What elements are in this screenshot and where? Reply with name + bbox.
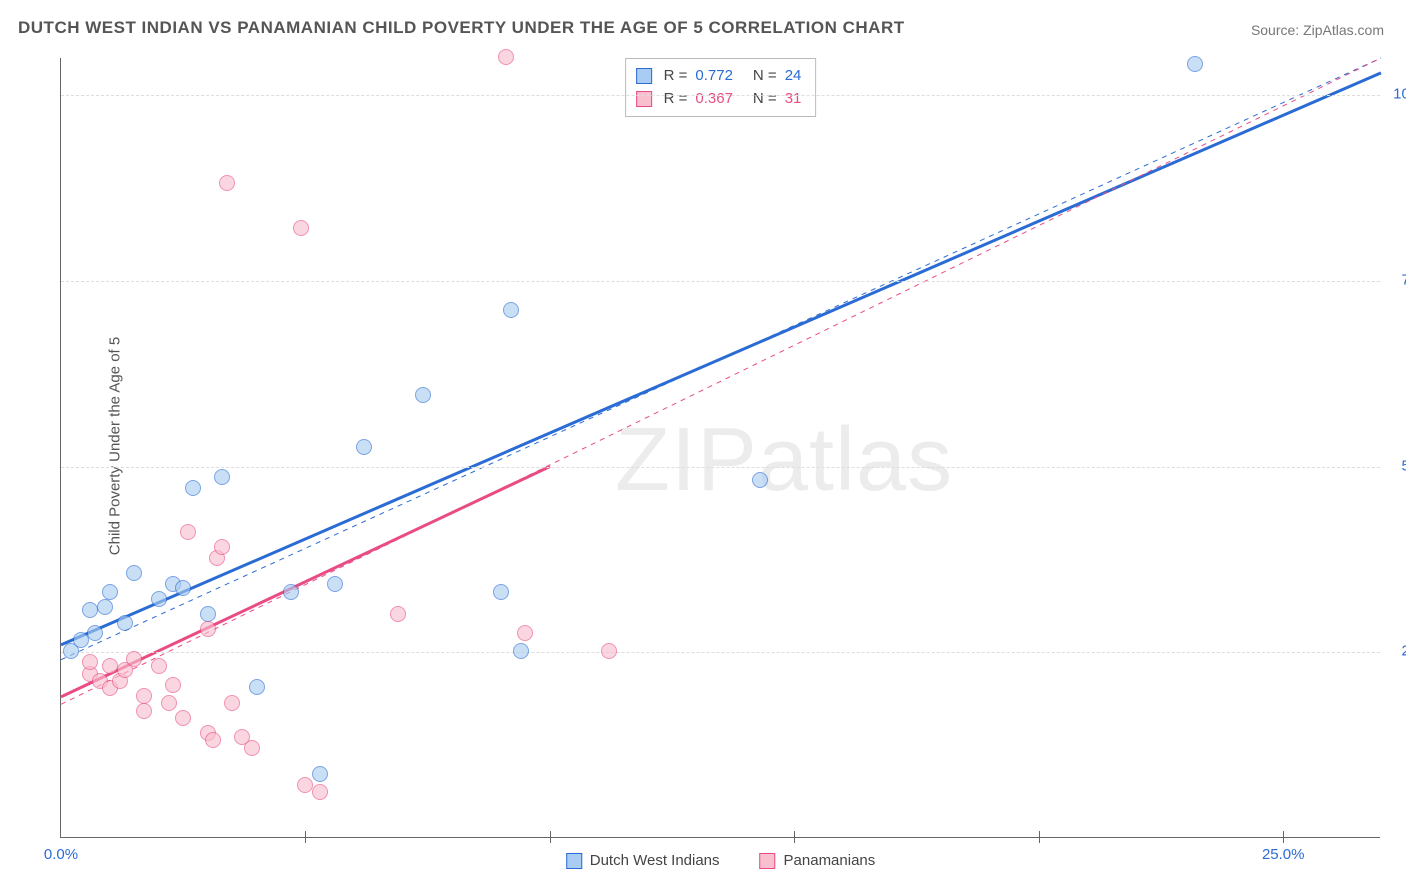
legend-label-0: Dutch West Indians — [590, 852, 720, 869]
data-point — [73, 632, 89, 648]
data-point — [214, 469, 230, 485]
data-point — [175, 710, 191, 726]
trend-lines-layer — [61, 58, 1380, 837]
data-point — [87, 625, 103, 641]
y-tick-label: 75.0% — [1401, 271, 1406, 288]
reference-line — [61, 58, 1381, 660]
data-point — [517, 625, 533, 641]
data-point — [126, 651, 142, 667]
data-point — [493, 584, 509, 600]
r-value-1: 0.367 — [695, 88, 733, 111]
data-point — [219, 175, 235, 191]
data-point — [151, 658, 167, 674]
data-point — [136, 688, 152, 704]
chart-title: DUTCH WEST INDIAN VS PANAMANIAN CHILD PO… — [18, 18, 905, 38]
data-point — [390, 606, 406, 622]
data-point — [205, 732, 221, 748]
x-tick-mark — [550, 831, 551, 843]
x-tick-mark — [1039, 831, 1040, 843]
data-point — [312, 784, 328, 800]
data-point — [513, 643, 529, 659]
gridline — [61, 467, 1380, 468]
data-point — [1187, 56, 1203, 72]
source-label: Source: ZipAtlas.com — [1251, 22, 1384, 38]
data-point — [503, 302, 519, 318]
data-point — [312, 766, 328, 782]
stats-row-1: R = 0.367 N = 31 — [636, 88, 802, 111]
data-point — [293, 220, 309, 236]
legend: Dutch West Indians Panamanians — [566, 852, 876, 869]
data-point — [180, 524, 196, 540]
plot-area: ZIPatlas R = 0.772 N = 24 R = 0.367 N = … — [60, 58, 1380, 838]
stats-box: R = 0.772 N = 24 R = 0.367 N = 31 — [625, 58, 817, 117]
data-point — [136, 703, 152, 719]
data-point — [175, 580, 191, 596]
data-point — [161, 695, 177, 711]
data-point — [224, 695, 240, 711]
reference-line — [61, 58, 1381, 704]
swatch-icon — [566, 853, 582, 869]
data-point — [283, 584, 299, 600]
data-point — [244, 740, 260, 756]
stats-row-0: R = 0.772 N = 24 — [636, 65, 802, 88]
x-tick-label: 0.0% — [44, 846, 78, 863]
data-point — [82, 602, 98, 618]
data-point — [214, 539, 230, 555]
gridline — [61, 281, 1380, 282]
gridline — [61, 652, 1380, 653]
r-prefix: R = — [664, 65, 688, 88]
data-point — [752, 472, 768, 488]
data-point — [165, 677, 181, 693]
trend-line — [61, 73, 1381, 645]
watermark: ZIPatlas — [615, 409, 953, 512]
data-point — [185, 480, 201, 496]
n-prefix: N = — [753, 88, 777, 111]
data-point — [102, 658, 118, 674]
y-tick-label: 100.0% — [1393, 86, 1406, 103]
data-point — [498, 49, 514, 65]
data-point — [356, 439, 372, 455]
x-tick-mark — [1283, 831, 1284, 843]
data-point — [151, 591, 167, 607]
x-tick-label: 25.0% — [1262, 846, 1305, 863]
r-value-0: 0.772 — [695, 65, 733, 88]
legend-item-1: Panamanians — [760, 852, 876, 869]
data-point — [327, 576, 343, 592]
data-point — [249, 679, 265, 695]
data-point — [82, 654, 98, 670]
data-point — [97, 599, 113, 615]
x-tick-mark — [305, 831, 306, 843]
r-prefix: R = — [664, 88, 688, 111]
n-prefix: N = — [753, 65, 777, 88]
legend-label-1: Panamanians — [784, 852, 876, 869]
legend-item-0: Dutch West Indians — [566, 852, 720, 869]
data-point — [601, 643, 617, 659]
swatch-icon — [636, 91, 652, 107]
data-point — [200, 621, 216, 637]
x-tick-mark — [794, 831, 795, 843]
y-tick-label: 25.0% — [1401, 643, 1406, 660]
swatch-icon — [760, 853, 776, 869]
n-value-0: 24 — [785, 65, 802, 88]
data-point — [297, 777, 313, 793]
data-point — [415, 387, 431, 403]
gridline — [61, 95, 1380, 96]
data-point — [117, 615, 133, 631]
data-point — [200, 606, 216, 622]
data-point — [126, 565, 142, 581]
swatch-icon — [636, 68, 652, 84]
data-point — [102, 584, 118, 600]
y-tick-label: 50.0% — [1401, 457, 1406, 474]
n-value-1: 31 — [785, 88, 802, 111]
